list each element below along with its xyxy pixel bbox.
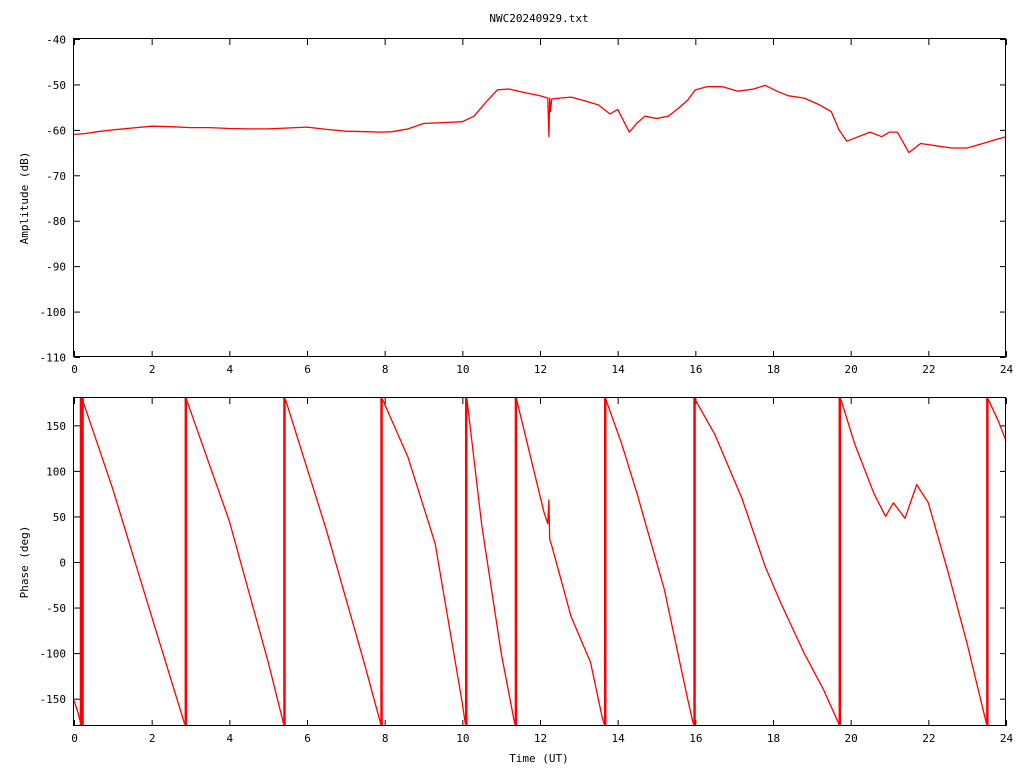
phase-x-tick-label: 18 [767, 732, 780, 745]
amplitude-x-tick-label: 14 [612, 363, 626, 376]
phase-series-line [81, 399, 186, 725]
amplitude-x-tick-label: 24 [1000, 363, 1014, 376]
amplitude-x-tick-label: 6 [304, 363, 311, 376]
amplitude-x-tick-label: 4 [227, 363, 234, 376]
phase-x-tick-label: 8 [382, 732, 389, 745]
amplitude-y-tick-label: -70 [46, 170, 66, 183]
amplitude-x-tick-label: 20 [845, 363, 858, 376]
phase-x-tick-label: 2 [149, 732, 156, 745]
amplitude-x-tick-label: 8 [382, 363, 389, 376]
amplitude-y-tick-label: -50 [46, 79, 66, 92]
phase-plot [73, 398, 1007, 726]
phase-x-tick-label: 22 [922, 732, 935, 745]
phase-series-line [516, 399, 605, 725]
amplitude-plot [73, 84, 1007, 154]
amplitude-x-tick-label: 22 [922, 363, 935, 376]
phase-frame [73, 397, 1006, 726]
phase-y-tick-label: -150 [40, 693, 67, 706]
phase-panel: 0 2 4 6 8 10 12 14 16 18 20 22 24150100500-50-100-15… [18, 397, 1014, 765]
phase-x-tick-label: 4 [227, 732, 234, 745]
amplitude-y-tick-label: -40 [46, 34, 66, 47]
phase-x-tick-label: 20 [845, 732, 858, 745]
phase-x-tick-label: 16 [689, 732, 702, 745]
phase-x-tick-label: 14 [612, 732, 626, 745]
amplitude-x-tick-label: 18 [767, 363, 780, 376]
phase-x-tick-label: 24 [1000, 732, 1014, 745]
phase-y-tick-label: 150 [46, 420, 66, 433]
amplitude-y-tick-label: -110 [40, 352, 67, 365]
phase-series-line [694, 399, 840, 725]
amplitude-y-tick-label: -80 [46, 215, 66, 228]
amplitude-series-line [73, 84, 1007, 154]
phase-x-tick-label: 0 [71, 732, 78, 745]
amplitude-y-axis-label: Amplitude (dB) [18, 152, 31, 245]
amplitude-x-tick-label: 2 [149, 363, 156, 376]
phase-y-axis-label: Phase (deg) [18, 526, 31, 599]
phase-tick-labels: 0 2 4 6 8 10 12 14 16 18 20 22 24150100500-50-100-15… [40, 420, 1014, 745]
phase-ticks [74, 398, 1007, 726]
amplitude-x-tick-label: 12 [534, 363, 547, 376]
phase-y-tick-label: 100 [46, 465, 66, 478]
phase-series-line [185, 399, 285, 725]
phase-y-tick-label: 0 [59, 557, 66, 570]
amplitude-panel: 0 2 4 6 8 10 12 14 16 18 20 22 24-40-50-60-70-80-90-… [18, 34, 1013, 377]
amplitude-x-tick-label: 0 [71, 363, 78, 376]
phase-series-line [466, 399, 516, 725]
amplitude-tick-labels: 0 2 4 6 8 10 12 14 16 18 20 22 24-40-50-60-70-80-90-… [40, 34, 1014, 377]
amplitude-y-tick-label: -60 [46, 124, 66, 137]
phase-series-line [840, 399, 988, 725]
phase-x-tick-label: 6 [304, 732, 311, 745]
amplitude-y-tick-label: -90 [46, 261, 66, 274]
chart-title: NWC20240929.txt [489, 12, 588, 25]
phase-y-tick-label: -100 [40, 648, 67, 661]
phase-x-tick-label: 12 [534, 732, 547, 745]
phase-series-line [382, 399, 467, 725]
phase-series-line [605, 399, 695, 725]
amplitude-ticks [74, 39, 1007, 358]
phase-x-tick-label: 10 [456, 732, 469, 745]
phase-y-tick-label: -50 [46, 602, 66, 615]
phase-series-line [987, 399, 1007, 442]
phase-y-tick-label: 50 [53, 511, 66, 524]
phase-x-axis-label: Time (UT) [509, 752, 569, 765]
amplitude-x-tick-label: 16 [689, 363, 702, 376]
amplitude-frame [73, 38, 1006, 357]
amplitude-y-tick-label: -100 [40, 306, 67, 319]
phase-series-line [284, 399, 382, 725]
amplitude-x-tick-label: 10 [456, 363, 469, 376]
